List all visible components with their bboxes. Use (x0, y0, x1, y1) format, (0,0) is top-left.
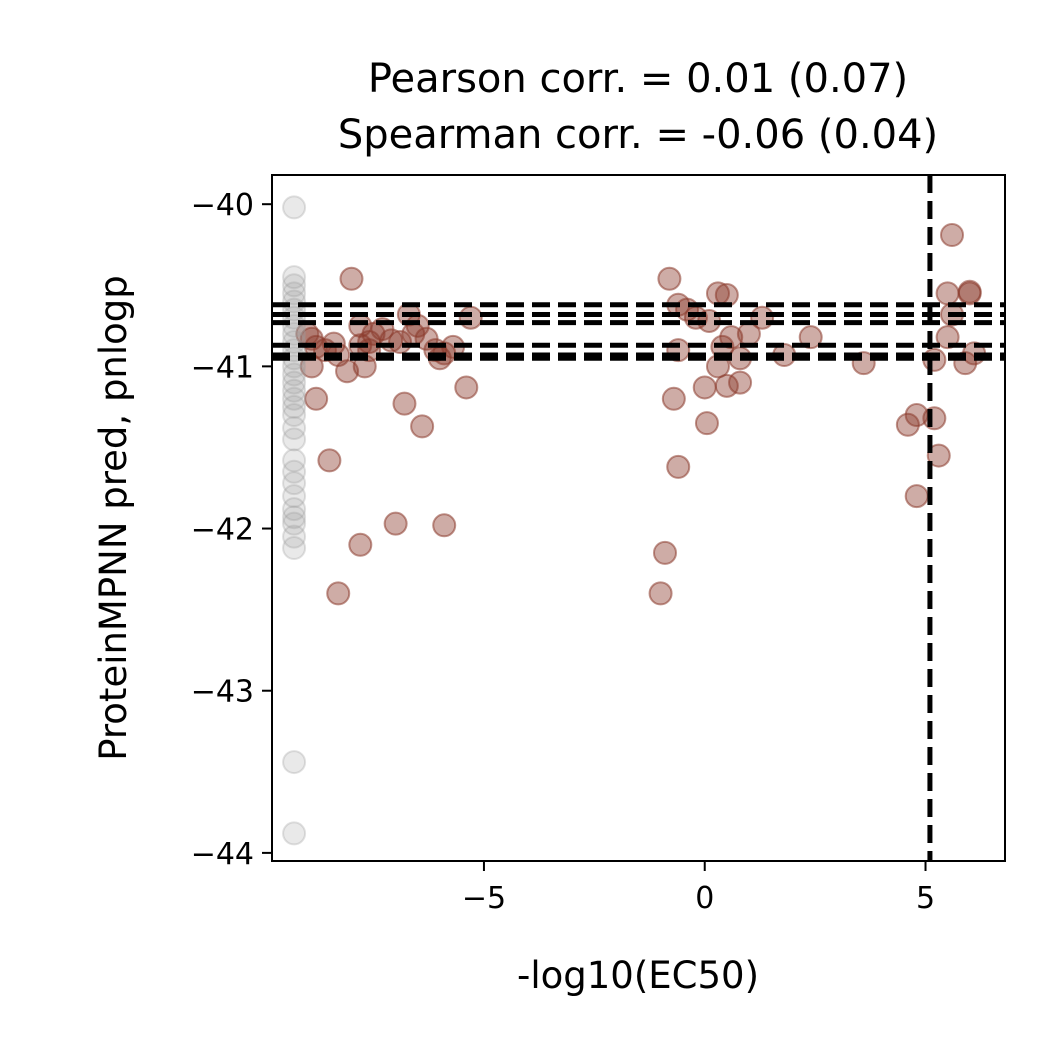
data-point (282, 386, 307, 411)
data-point (652, 540, 677, 565)
chart-title: Pearson corr. = 0.01 (0.07) Spearman cor… (338, 56, 938, 158)
y-tick-label: −44 (191, 837, 254, 872)
data-point (304, 386, 329, 411)
data-point (666, 454, 691, 479)
data-point (922, 406, 947, 431)
data-point (432, 513, 457, 538)
reference-lines (272, 175, 1005, 861)
data-point (458, 305, 483, 330)
data-point (282, 265, 307, 290)
data-point (926, 443, 951, 468)
data-point (648, 581, 673, 606)
data-point (282, 195, 307, 220)
data-point (282, 427, 307, 452)
data-point (282, 415, 307, 440)
y-axis-label: ProteinMPNN pred, pnlogp (92, 275, 135, 761)
data-point (940, 223, 965, 248)
data-point (282, 378, 307, 403)
data-point (935, 281, 960, 306)
x-axis-ticks: −5 0 5 (462, 861, 935, 916)
data-point (282, 511, 307, 536)
data-point (895, 412, 920, 437)
data-point (661, 386, 686, 411)
x-tick-label: −5 (462, 881, 506, 916)
data-point (282, 354, 307, 379)
x-tick-label: 5 (916, 881, 935, 916)
data-point (904, 484, 929, 509)
data-point (282, 821, 307, 846)
data-point (335, 359, 360, 384)
data-point (694, 411, 719, 436)
data-point (282, 484, 307, 509)
y-axis-ticks: −40 −41 −42 −43 −44 (191, 188, 272, 872)
data-point (750, 305, 775, 330)
data-point (282, 362, 307, 387)
data-point (719, 325, 744, 350)
plot-area-frame (271, 174, 1006, 862)
data-point (282, 524, 307, 549)
y-tick-label: −43 (191, 675, 254, 710)
chart-title-line-1: Pearson corr. = 0.01 (0.07) (368, 56, 908, 102)
data-point (692, 375, 717, 400)
x-tick-label: 0 (695, 881, 714, 916)
data-point (282, 281, 307, 306)
y-tick-label: −42 (191, 513, 254, 548)
y-tick-label: −40 (191, 188, 254, 223)
data-point (392, 391, 417, 416)
data-points (282, 195, 987, 846)
data-point (348, 532, 373, 557)
data-point (282, 448, 307, 473)
chart-title-line-2: Spearman corr. = -0.06 (0.04) (338, 112, 938, 158)
data-point (728, 370, 753, 395)
data-point (282, 321, 307, 346)
data-point (282, 750, 307, 775)
data-point (454, 375, 479, 400)
data-point (326, 581, 351, 606)
data-point (935, 325, 960, 350)
data-point (657, 266, 682, 291)
data-point (798, 325, 823, 350)
data-point (317, 448, 342, 473)
data-point (282, 403, 307, 428)
data-point (339, 266, 364, 291)
y-tick-label: −41 (191, 350, 254, 385)
data-point (282, 497, 307, 522)
data-point (410, 414, 435, 439)
data-point (282, 505, 307, 530)
data-point (957, 279, 982, 304)
data-point (383, 511, 408, 536)
x-axis-label: -log10(EC50) (517, 954, 759, 997)
data-point (282, 459, 307, 484)
data-point (282, 536, 307, 561)
data-point (348, 313, 373, 338)
data-point (282, 273, 307, 298)
data-point (282, 370, 307, 395)
data-point (282, 471, 307, 496)
data-point (282, 394, 307, 419)
